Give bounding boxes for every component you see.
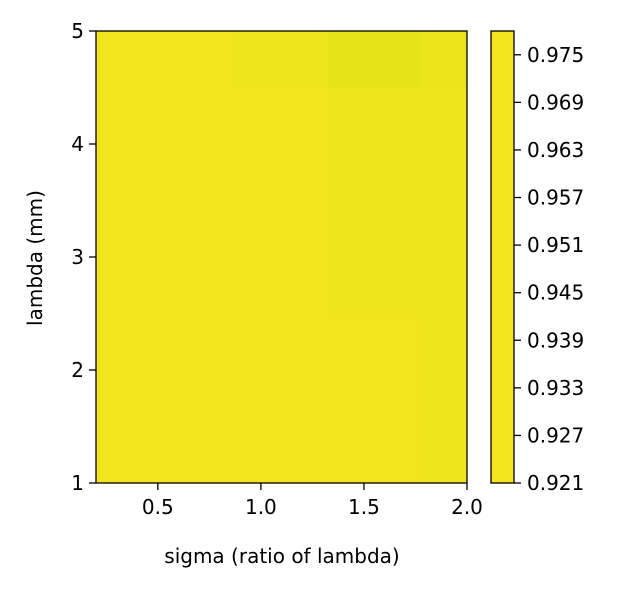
heatmap-cell (142, 200, 236, 314)
x-axis-ticks: 0.5 1.0 1.5 2.0 (142, 483, 483, 519)
heatmap-cell (142, 426, 236, 484)
y-tick-label: 3 (71, 245, 84, 269)
colorbar-tick-label: 0.945 (527, 281, 584, 305)
heatmap-cell (96, 87, 143, 201)
heatmap-cell (235, 426, 329, 484)
colorbar-tick-label: 0.969 (527, 90, 584, 114)
y-axis-ticks: 1 2 3 4 5 (71, 19, 96, 495)
heatmap-cells (96, 31, 468, 484)
y-tick-label: 2 (71, 358, 84, 382)
colorbar-tick-label: 0.933 (527, 376, 584, 400)
colorbar-frame (490, 30, 515, 484)
colorbar-tick-label: 0.957 (527, 186, 584, 210)
colorbar-ticks: 0.921 0.927 0.933 0.939 0.945 0.951 0.957 0.963… (514, 43, 584, 495)
heatmap-cell (142, 313, 236, 427)
x-tick-label: 2.0 (451, 495, 483, 519)
colorbar-tick-label: 0.921 (527, 471, 584, 495)
heatmap-cell (142, 31, 236, 88)
heatmap-cell (327, 87, 422, 201)
y-tick-label: 1 (71, 471, 84, 495)
colorbar-tick-label: 0.975 (527, 43, 584, 67)
heatmap-cell (96, 200, 143, 314)
x-tick-label: 1.0 (245, 495, 277, 519)
colorbar-tick-label: 0.951 (527, 233, 584, 257)
colorbar (491, 31, 514, 483)
heatmap-cell (235, 31, 329, 88)
heatmap-cell (142, 87, 236, 201)
colorbar-tick-label: 0.927 (527, 423, 584, 447)
heatmap-cell (327, 313, 422, 427)
heatmap-cell (235, 200, 329, 314)
heatmap-cell (420, 31, 468, 88)
y-axis-label: lambda (mm) (23, 190, 47, 326)
x-axis-label: sigma (ratio of lambda) (164, 544, 399, 568)
heatmap-cell (327, 31, 422, 88)
colorbar-tick-label: 0.939 (527, 328, 584, 352)
heatmap-cell (96, 313, 143, 427)
heatmap-cell (420, 313, 468, 427)
heatmap-cell (96, 31, 143, 88)
y-tick-label: 4 (71, 132, 84, 156)
heatmap-cell (420, 426, 468, 484)
y-tick-label: 5 (71, 19, 84, 43)
x-tick-label: 0.5 (142, 495, 174, 519)
heatmap-cell (420, 87, 468, 201)
heatmap-cell (327, 426, 422, 484)
heatmap-cell (96, 426, 143, 484)
x-tick-label: 1.5 (348, 495, 380, 519)
heatmap-cell (420, 200, 468, 314)
colorbar-tick-label: 0.963 (527, 138, 584, 162)
heatmap-cell (235, 87, 329, 201)
heatmap-cell (327, 200, 422, 314)
heatmap-cell (235, 313, 329, 427)
